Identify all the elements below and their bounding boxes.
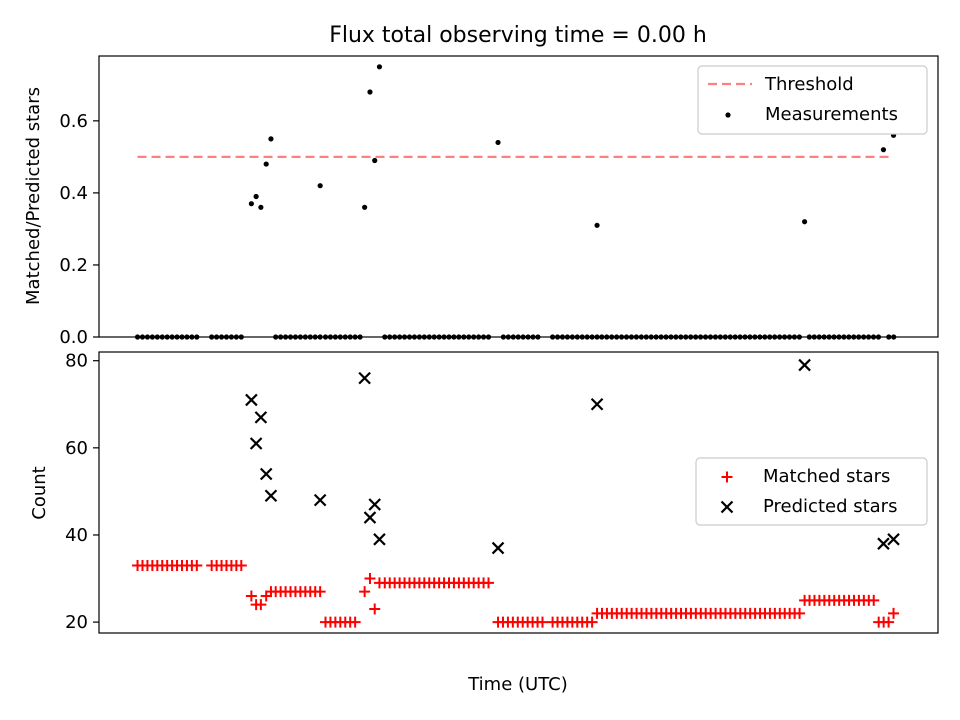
top-axes-frame <box>98 55 939 338</box>
bottom-y-tick-label: 20 <box>65 612 88 633</box>
bottom-legend-box <box>695 457 928 526</box>
measurement-point <box>801 219 808 225</box>
predicted-star-point <box>368 498 381 511</box>
matched-star-point <box>883 616 895 628</box>
legend-measurements-swatch <box>725 112 731 118</box>
matched-star-point <box>888 607 900 619</box>
matched-star-point <box>255 599 267 611</box>
top-y-tick-label: 0.2 <box>59 255 88 276</box>
legend-predicted-label: Predicted stars <box>763 496 897 517</box>
bottom-y-tick-label: 80 <box>65 351 88 372</box>
measurement-point <box>495 139 501 146</box>
top-y-axis-label: Matched/Predicted stars <box>23 87 44 305</box>
matched-star-point <box>265 586 277 598</box>
bottom-y-tick-label: 60 <box>65 438 88 459</box>
top-y-tick-label: 0.4 <box>59 183 88 204</box>
bottom-axes-frame <box>98 351 939 634</box>
measurement-point <box>880 147 887 153</box>
legend-matched-label: Matched stars <box>763 466 890 487</box>
predicted-star-point <box>254 411 268 424</box>
measurement-point <box>263 161 269 167</box>
bottom-y-tick-label: 40 <box>65 525 88 546</box>
legend-predicted-swatch <box>720 500 734 514</box>
predicted-star-point <box>590 398 604 411</box>
top-y-tick-label: 0.0 <box>59 327 88 348</box>
matched-star-point <box>349 616 361 628</box>
measurement-point <box>268 136 274 142</box>
matched-star-point <box>364 573 376 585</box>
legend-measurements-label: Measurements <box>765 104 898 125</box>
matched-star-point <box>794 607 806 619</box>
predicted-star-point <box>259 467 273 481</box>
x-axis-label: Time (UTC) <box>467 674 568 695</box>
measurement-point <box>594 222 600 228</box>
predicted-star-point <box>249 437 263 450</box>
legend-threshold-label: Threshold <box>764 74 854 95</box>
bottom-y-axis-label: Count <box>29 466 50 519</box>
matched-star-point <box>235 559 247 571</box>
predicted-star-point <box>245 393 258 407</box>
measurement-point <box>253 193 259 200</box>
legend-matched-swatch <box>721 471 733 483</box>
predicted-star-point <box>358 371 371 385</box>
top-panel: 0.0 0.2 0.4 0.6 Threshold Measurements <box>59 55 939 348</box>
predicted-star-point <box>877 537 890 550</box>
matched-star-point <box>359 586 371 598</box>
predicted-star-point <box>363 511 377 524</box>
figure-title: Flux total observing time = 0.00 h <box>329 23 707 48</box>
predicted-star-point <box>264 489 278 503</box>
measurement-point <box>258 204 264 210</box>
bottom-panel: 2040608016:0018:0020:0022:0000:0002:0004… <box>65 351 939 634</box>
measurement-point <box>372 157 378 164</box>
predicted-star-point <box>887 533 900 546</box>
matched-star-point <box>373 577 385 589</box>
matched-star-point <box>245 590 257 602</box>
predicted-star-point <box>313 493 327 507</box>
measurement-point <box>362 204 368 210</box>
matched-star-point <box>191 559 203 571</box>
matched-star-point <box>536 616 548 628</box>
predicted-star-point <box>491 541 505 555</box>
measurement-point <box>376 64 383 70</box>
top-y-tick-label: 0.6 <box>59 111 88 132</box>
matched-star-point <box>586 616 598 628</box>
top-legend-box <box>697 65 928 135</box>
predicted-star-point <box>798 358 811 372</box>
matched-star-point <box>369 603 381 615</box>
measurement-point <box>367 89 373 95</box>
matched-star-point <box>868 594 880 606</box>
matched-star-point <box>483 577 495 589</box>
predicted-star-point <box>373 533 386 546</box>
measurement-point <box>248 201 254 207</box>
matched-star-point <box>314 586 326 598</box>
measurement-point <box>317 183 323 189</box>
